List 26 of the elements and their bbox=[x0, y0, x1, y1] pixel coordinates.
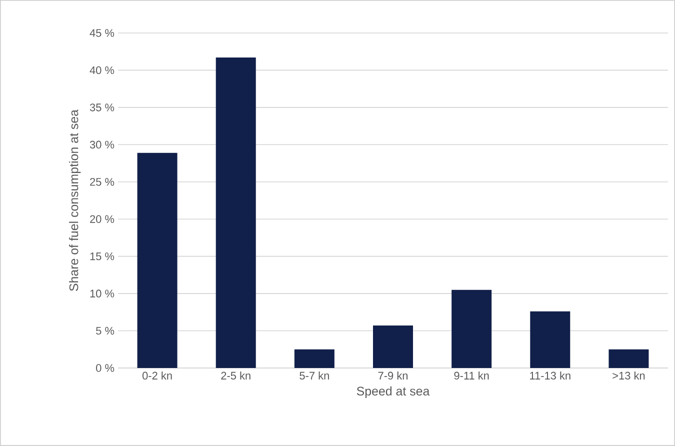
x-tick-label: 2-5 kn bbox=[221, 372, 250, 380]
x-tick-label: 5-7 kn bbox=[300, 372, 329, 380]
y-tick-label: 35 % bbox=[90, 104, 114, 112]
x-tick-label: 7-9 kn bbox=[378, 372, 408, 380]
bar bbox=[530, 311, 570, 368]
bar bbox=[452, 290, 492, 368]
y-tick-label: 25 % bbox=[90, 178, 114, 186]
y-tick-label: 40 % bbox=[90, 66, 114, 74]
y-tick-label: 20 % bbox=[90, 215, 114, 223]
bar bbox=[137, 152, 178, 368]
y-tick-label: 5 % bbox=[96, 326, 114, 335]
x-tick-label: 11-13 kn bbox=[530, 372, 570, 380]
bar bbox=[216, 58, 256, 368]
x-tick-label: 0-2 kn bbox=[142, 372, 172, 380]
y-tick-label: 45 % bbox=[90, 29, 114, 37]
x-axis-title: Speed at sea bbox=[356, 386, 430, 398]
bar bbox=[608, 349, 649, 368]
y-axis-title: Share of fuel consumption at sea bbox=[69, 109, 81, 291]
y-tick-label: 0 % bbox=[96, 364, 114, 372]
bar bbox=[373, 326, 414, 368]
x-tick-label: 9-11 kn bbox=[454, 372, 489, 380]
x-tick-label: >13 kn bbox=[612, 372, 645, 380]
y-tick-label: 15 % bbox=[90, 252, 114, 260]
y-tick-label: 10 % bbox=[90, 290, 114, 298]
y-tick-label: 30 % bbox=[90, 140, 114, 149]
bar bbox=[294, 349, 334, 368]
